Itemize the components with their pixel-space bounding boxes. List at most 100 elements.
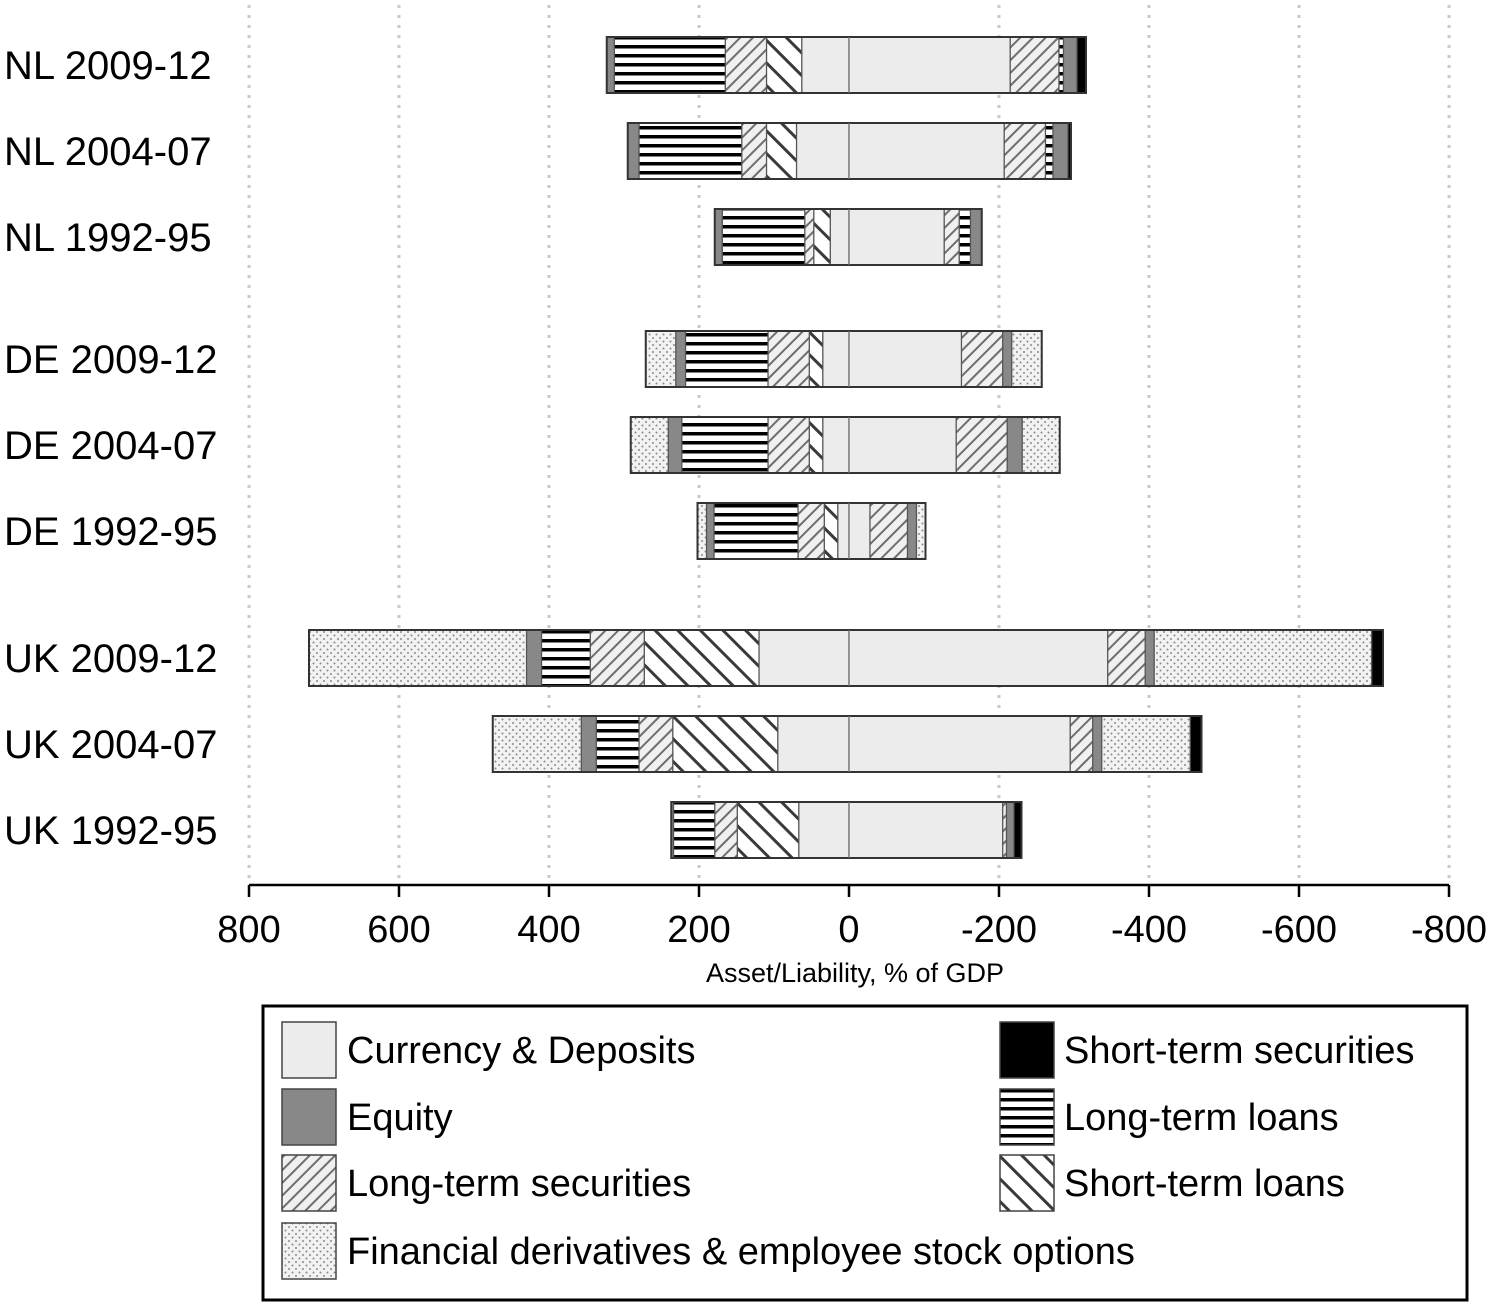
bar-segment-asset-stl bbox=[813, 208, 831, 266]
bar-segment-asset-stl bbox=[643, 629, 760, 687]
category-label: UK 2009-12 bbox=[4, 637, 217, 681]
bar-outline bbox=[696, 502, 927, 560]
bar-group bbox=[713, 208, 983, 266]
x-tick-label: 800 bbox=[217, 909, 280, 951]
x-axis-title: Asset/Liability, % of GDP bbox=[706, 958, 1004, 988]
bar-outline bbox=[629, 416, 1061, 474]
bar-segment-asset-stl bbox=[736, 801, 800, 859]
bar-segment-liability-cd bbox=[848, 416, 957, 474]
bar-group bbox=[670, 801, 1023, 859]
bar-segment-liability-fd bbox=[1153, 629, 1373, 687]
bar-segment-liability-fd bbox=[1011, 330, 1043, 388]
x-tick-label: -600 bbox=[1261, 909, 1337, 951]
bar-group bbox=[605, 36, 1087, 94]
bar-segment-asset-eq bbox=[714, 208, 723, 266]
x-tick-label: 400 bbox=[517, 909, 580, 951]
bar-segment-asset-lts bbox=[741, 122, 768, 180]
bar-segment-asset-cd bbox=[822, 330, 850, 388]
bar-group bbox=[696, 502, 927, 560]
bar-segment-liability-ltl bbox=[1044, 122, 1054, 180]
bar-group bbox=[644, 330, 1043, 388]
bar-outline bbox=[605, 36, 1087, 94]
legend-label: Short-term loans bbox=[1064, 1163, 1345, 1205]
bar-segment-liability-sts bbox=[1371, 629, 1384, 687]
legend-label: Long-term loans bbox=[1064, 1097, 1339, 1139]
legend-item: Financial derivatives & employee stock o… bbox=[281, 1222, 1135, 1280]
bar-segment-liability-cd bbox=[848, 208, 945, 266]
bar-segment-asset-eq bbox=[525, 629, 543, 687]
legend-swatch bbox=[999, 1088, 1055, 1146]
bar-segment-asset-fd bbox=[308, 629, 528, 687]
bar-segment-liability-lts bbox=[1107, 629, 1146, 687]
legend-label: Long-term securities bbox=[347, 1163, 691, 1205]
bar-segment-liability-eq bbox=[1144, 629, 1155, 687]
legend-item: Long-term securities bbox=[281, 1154, 691, 1212]
bar-segment-liability-sts bbox=[1076, 36, 1087, 94]
bar-segment-asset-stl bbox=[765, 122, 798, 180]
bar-segment-liability-eq bbox=[1005, 801, 1015, 859]
legend-swatch bbox=[999, 1154, 1055, 1212]
category-label: DE 1992-95 bbox=[4, 510, 217, 554]
bar-segment-liability-cd bbox=[848, 502, 871, 560]
bar-group bbox=[491, 715, 1203, 773]
bar-segment-asset-ltl bbox=[713, 502, 799, 560]
bar-segment-asset-stl bbox=[808, 330, 824, 388]
category-label: UK 2004-07 bbox=[4, 723, 217, 767]
bar-segment-asset-fd bbox=[492, 715, 582, 773]
bar-segment-liability-eq bbox=[1062, 36, 1078, 94]
legend-swatch bbox=[999, 1021, 1055, 1079]
x-tick-label: 600 bbox=[367, 909, 430, 951]
legend-item: Currency & Deposits bbox=[281, 1021, 695, 1079]
bar-segment-asset-eq bbox=[606, 36, 615, 94]
bar-segment-liability-lts bbox=[1003, 122, 1047, 180]
bar-outline bbox=[670, 801, 1023, 859]
bar-segment-asset-cd bbox=[795, 122, 850, 180]
bar-segment-asset-lts bbox=[724, 36, 768, 94]
bar-segment-liability-cd bbox=[848, 36, 1011, 94]
bar-segment-asset-eq bbox=[627, 122, 640, 180]
bar-segment-asset-cd bbox=[801, 36, 850, 94]
category-label: DE 2004-07 bbox=[4, 424, 217, 468]
bar-segment-liability-eq bbox=[969, 208, 983, 266]
bar-segment-asset-ltl bbox=[684, 330, 769, 388]
x-tick-label: -400 bbox=[1111, 909, 1187, 951]
bar-segment-liability-lts bbox=[1009, 36, 1060, 94]
bar-segment-asset-ltl bbox=[595, 715, 640, 773]
legend-swatch bbox=[281, 1088, 337, 1146]
bars bbox=[308, 36, 1384, 859]
bar-segment-liability-ltl bbox=[1058, 36, 1065, 94]
bar-segment-liability-cd bbox=[848, 330, 963, 388]
bar-segment-asset-cd bbox=[822, 416, 850, 474]
bar-segment-asset-cd bbox=[758, 629, 850, 687]
bar-segment-asset-ltl bbox=[638, 122, 743, 180]
bar-segment-liability-ltl bbox=[958, 208, 972, 266]
category-label: NL 2004-07 bbox=[4, 130, 212, 174]
bar-segment-liability-eq bbox=[906, 502, 918, 560]
bar-outline bbox=[491, 715, 1203, 773]
bar-segment-asset-fd bbox=[696, 502, 708, 560]
bar-segment-asset-eq bbox=[705, 502, 715, 560]
bar-segment-asset-ltl bbox=[540, 629, 591, 687]
x-tick-label: -800 bbox=[1411, 909, 1487, 951]
bar-segment-liability-eq bbox=[1006, 416, 1023, 474]
x-tick-label: 0 bbox=[838, 909, 859, 951]
bar-segment-asset-lts bbox=[638, 715, 674, 773]
bar-segment-liability-eq bbox=[1052, 122, 1069, 180]
bar-segment-liability-lts bbox=[955, 416, 1008, 474]
bar-segment-asset-ltl bbox=[721, 208, 806, 266]
bar-segment-liability-eq bbox=[1002, 330, 1013, 388]
x-tick-label: -200 bbox=[961, 909, 1037, 951]
bar-segment-asset-ltl bbox=[613, 36, 726, 94]
category-label: UK 1992-95 bbox=[4, 809, 217, 853]
bar-segment-asset-lts bbox=[804, 208, 815, 266]
x-tick-label: 200 bbox=[667, 909, 730, 951]
bar-segment-liability-cd bbox=[848, 715, 1071, 773]
legend-swatch bbox=[281, 1021, 337, 1079]
legend: Currency & Deposits Equity Long-term secur… bbox=[261, 1004, 1469, 1302]
bar-segment-asset-cd bbox=[829, 208, 850, 266]
category-label: NL 1992-95 bbox=[4, 216, 212, 260]
bar-outline bbox=[644, 330, 1043, 388]
bar-segment-liability-cd bbox=[848, 629, 1109, 687]
bar-segment-asset-ltl bbox=[672, 801, 716, 859]
